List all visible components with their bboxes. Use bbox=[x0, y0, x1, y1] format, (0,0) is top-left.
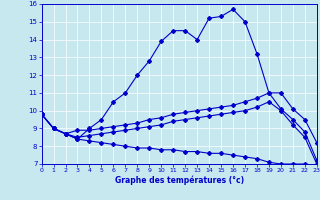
X-axis label: Graphe des températures (°c): Graphe des températures (°c) bbox=[115, 176, 244, 185]
